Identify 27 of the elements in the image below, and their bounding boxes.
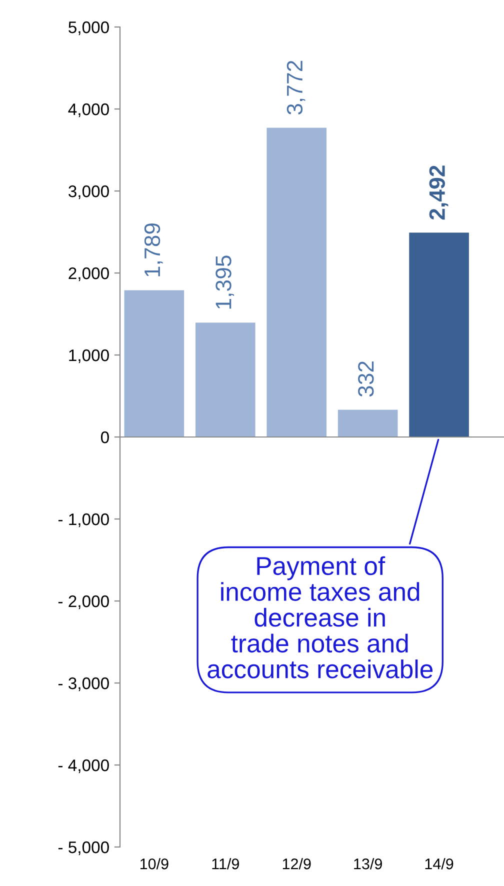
bar [124, 290, 184, 437]
x-tick-label: 10/9 [140, 858, 168, 870]
y-tick-label: - 2,000 [58, 595, 109, 610]
y-tick-label: - 3,000 [58, 677, 109, 692]
y-tick-label: - 1,000 [58, 513, 109, 528]
bar [338, 410, 398, 437]
x-tick-label: 12/9 [282, 858, 311, 870]
y-tick-label: 4,000 [68, 103, 109, 118]
x-tick-label: 13/9 [354, 858, 382, 870]
y-tick-label: 1,000 [69, 349, 109, 364]
y-tick-label: 2,000 [68, 267, 109, 282]
data-label: 1,395 [216, 256, 234, 309]
x-tick-label: 11/9 [212, 858, 239, 870]
data-label: 2,492 [429, 166, 448, 220]
data-label: 3,772 [286, 60, 306, 115]
y-tick-label: 5,000 [68, 21, 109, 36]
x-tick-label: 14/9 [425, 858, 454, 870]
annotation: Payment of income taxes and decrease in trade notes and accounts receivable [208, 556, 433, 678]
data-label: 1,789 [144, 223, 163, 276]
y-tick-label: - 5,000 [58, 841, 109, 856]
y-tick-label: 0 [100, 431, 109, 444]
y-tick-label: 3,000 [68, 185, 109, 200]
bar [409, 232, 469, 437]
y-tick-label: - 4,000 [58, 759, 109, 774]
bar [266, 128, 327, 437]
bar [195, 322, 256, 437]
data-label: 332 [358, 362, 374, 397]
